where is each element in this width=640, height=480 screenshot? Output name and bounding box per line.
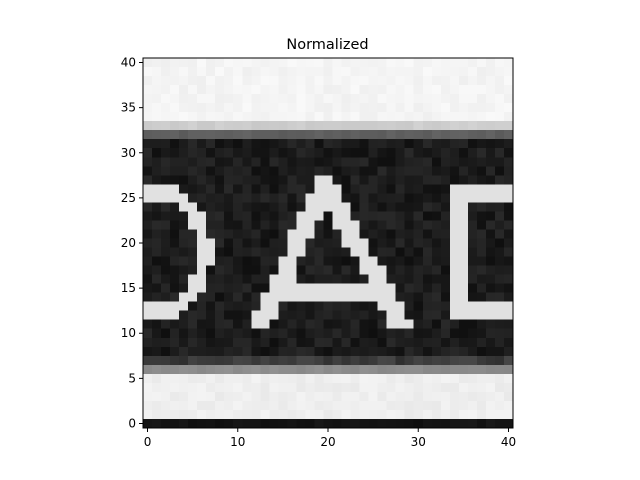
y-tick-label: 40 <box>121 56 136 70</box>
y-tick-label: 5 <box>128 371 136 385</box>
y-tick-label: 0 <box>128 416 136 430</box>
x-tick-label: 40 <box>501 435 516 449</box>
y-axis: 0 5 10 15 20 25 30 35 40 <box>121 56 143 430</box>
y-tick-label: 30 <box>121 146 136 160</box>
y-tick-label: 20 <box>121 236 136 250</box>
heatmap-image <box>143 58 513 428</box>
x-tick-label: 20 <box>320 435 335 449</box>
y-tick-label: 10 <box>121 326 136 340</box>
y-tick-label: 15 <box>121 281 136 295</box>
x-tick-label: 10 <box>230 435 245 449</box>
x-tick-label: 0 <box>144 435 152 449</box>
y-tick-label: 25 <box>121 191 136 205</box>
x-tick-label: 30 <box>411 435 426 449</box>
x-axis: 0 10 20 30 40 <box>144 428 516 449</box>
y-tick-label: 35 <box>121 101 136 115</box>
chart-title: Normalized <box>286 37 368 53</box>
